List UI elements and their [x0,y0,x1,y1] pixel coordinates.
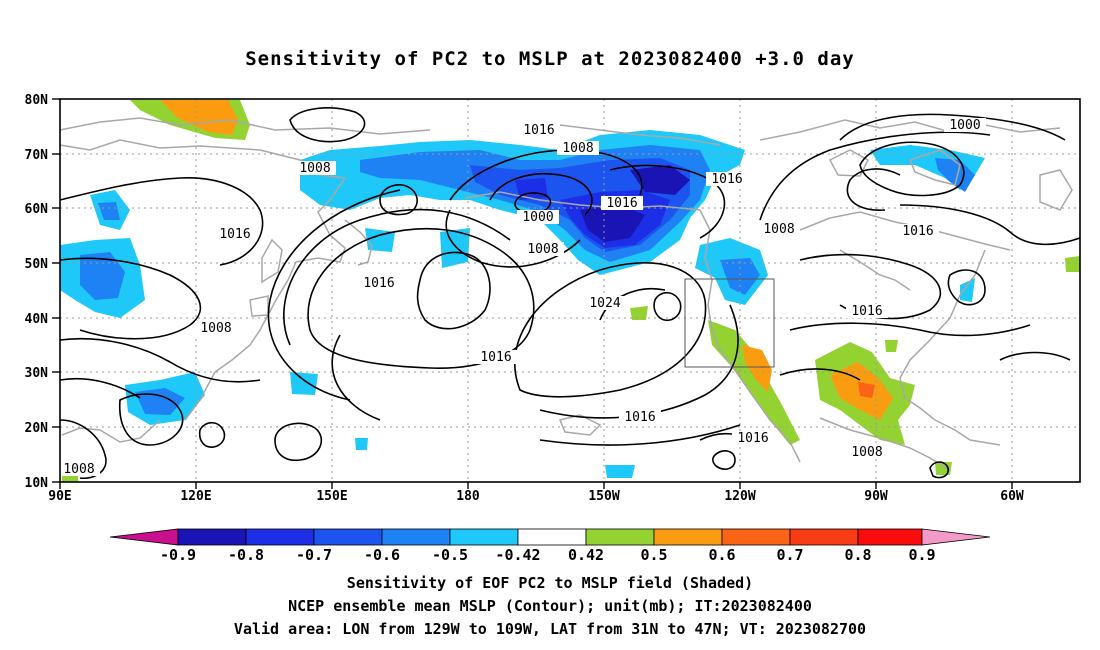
lat-label: 70N [25,148,49,163]
lat-label: 10N [25,476,49,491]
contour-label: 1016 [624,410,655,425]
colorbar-segment [313,528,383,546]
colorbar-label: 0.6 [708,546,735,564]
colorbar-segment [245,528,315,546]
lat-label: 20N [25,421,49,436]
contour-label: 1000 [522,210,553,225]
contour-label: 1016 [363,276,394,291]
lon-label: 150E [316,489,347,504]
colorbar-segment [857,528,923,546]
axis-ticks [52,98,1013,489]
contour-label: 1016 [219,227,250,242]
lon-label: 60W [1000,489,1024,504]
caption-line-2: NCEP ensemble mean MSLP (Contour); unit(… [288,597,812,615]
caption-line-3: Valid area: LON from 129W to 109W, LAT f… [233,620,867,638]
lon-label: 90W [864,489,888,504]
contour-label: 1008 [63,462,94,477]
contour-label: 1008 [527,242,558,257]
colorbar: -0.9 -0.8 -0.7 -0.6 -0.5 -0.42 0.42 0.5 … [109,528,991,564]
colorbar-segment [789,528,859,546]
contour-label: 1008 [851,445,882,460]
shading-positive [62,100,1080,482]
contour-label: 1008 [299,161,330,176]
colorbar-label: -0.42 [495,546,540,564]
contour-label: 1016 [902,224,933,239]
contour-label: 1016 [606,196,637,211]
colorbar-segment [653,528,723,546]
contour-label: 1016 [737,431,768,446]
colorbar-low-triangle [109,528,179,546]
map-title: Sensitivity of PC2 to MSLP at 2023082400… [245,48,855,70]
colorbar-label: -0.7 [296,546,332,564]
longitude-labels: 90E 120E 150E 180 150W 120W 90W 60W [48,489,1024,504]
caption-line-1: Sensitivity of EOF PC2 to MSLP field (Sh… [346,574,754,592]
contour-label: 1016 [523,123,554,138]
colorbar-label: 0.42 [568,546,604,564]
contour-label: 1008 [200,321,231,336]
colorbar-label: 0.7 [776,546,803,564]
colorbar-segment [721,528,791,546]
lon-label: 120E [180,489,211,504]
latitude-labels: 80N 70N 60N 50N 40N 30N 20N 10N [25,93,49,491]
colorbar-label: -0.6 [364,546,400,564]
lat-label: 30N [25,366,49,381]
colorbar-segment [177,528,247,546]
colorbar-label: -0.5 [432,546,468,564]
colorbar-label: -0.9 [160,546,196,564]
contour-label: 1000 [949,118,980,133]
colorbar-label: 0.8 [844,546,871,564]
lon-label: 90E [48,489,71,504]
lon-label: 150W [588,489,619,504]
colorbar-segment [449,528,519,546]
lat-label: 60N [25,202,49,217]
mslp-contours [59,107,1081,480]
contour-label: 1016 [851,304,882,319]
lat-label: 40N [25,312,49,327]
lat-label: 50N [25,257,49,272]
contour-labels: 1016 1008 1000 1016 1008 1016 1024 1016 … [58,118,986,477]
contour-label: 1024 [589,296,620,311]
colorbar-label: 0.5 [640,546,667,564]
colorbar-label: -0.8 [228,546,264,564]
lat-label: 80N [25,93,49,108]
map-frame [59,98,1081,483]
contour-label: 1016 [480,350,511,365]
colorbar-segment [585,528,655,546]
contour-label: 1016 [711,172,742,187]
contour-label: 1008 [763,222,794,237]
valid-area-box [684,278,775,368]
colorbar-segment [381,528,451,546]
contour-label: 1008 [562,141,593,156]
lon-label: 120W [724,489,755,504]
colorbar-label: 0.9 [908,546,935,564]
colorbar-segment [517,528,587,546]
colorbar-high-triangle [921,528,991,546]
lon-label: 180 [456,489,480,504]
